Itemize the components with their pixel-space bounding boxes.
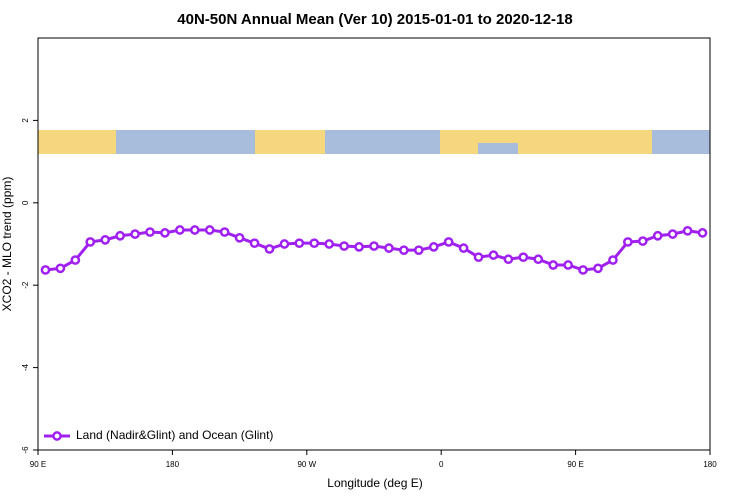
x-tick-label: 90 W bbox=[297, 460, 316, 469]
data-point bbox=[682, 225, 693, 236]
legend-label: Land (Nadir&Glint) and Ocean (Glint) bbox=[76, 428, 273, 442]
data-point bbox=[145, 227, 155, 237]
data-point bbox=[100, 235, 111, 245]
data-point bbox=[667, 229, 678, 239]
data-point bbox=[324, 239, 335, 249]
plot-frame bbox=[37, 37, 711, 451]
data-point bbox=[130, 229, 140, 239]
y-tick-label: 2 bbox=[21, 118, 30, 123]
data-point bbox=[384, 243, 394, 253]
data-point bbox=[697, 228, 708, 238]
data-point bbox=[458, 243, 469, 253]
data-point bbox=[204, 225, 215, 235]
data-point bbox=[160, 228, 170, 238]
data-point bbox=[234, 232, 245, 243]
data-point bbox=[55, 263, 66, 274]
x-tick-label: 90 E bbox=[567, 460, 583, 469]
data-point bbox=[563, 260, 573, 270]
data-point bbox=[369, 241, 379, 251]
data-point bbox=[623, 237, 633, 247]
data-point bbox=[354, 242, 364, 252]
data-point bbox=[115, 230, 125, 241]
data-point bbox=[70, 255, 81, 265]
x-tick-label: 90 E bbox=[30, 460, 46, 469]
data-point bbox=[518, 252, 529, 263]
data-point bbox=[608, 255, 618, 265]
y-tick-label: -6 bbox=[21, 446, 30, 454]
data-point bbox=[279, 239, 290, 249]
data-point bbox=[175, 225, 185, 235]
data-point bbox=[428, 242, 439, 252]
map-band bbox=[38, 130, 710, 154]
data-point bbox=[85, 237, 96, 247]
x-tick-label: 180 bbox=[166, 460, 180, 469]
y-tick-label: -2 bbox=[21, 281, 30, 289]
data-point bbox=[548, 260, 559, 270]
data-point bbox=[533, 254, 544, 265]
data-point bbox=[219, 227, 230, 237]
x-axis-label: Longitude (deg E) bbox=[327, 476, 422, 490]
x-tick-label: 0 bbox=[439, 460, 444, 469]
data-point bbox=[399, 245, 409, 256]
data-point bbox=[264, 244, 275, 254]
data-point bbox=[413, 245, 424, 256]
data-point bbox=[637, 236, 648, 246]
data-point bbox=[593, 263, 603, 274]
data-point bbox=[488, 250, 499, 260]
data-point bbox=[503, 254, 514, 265]
data-point bbox=[473, 252, 484, 263]
legend-marker bbox=[52, 431, 62, 441]
data-point bbox=[249, 238, 260, 249]
data-point bbox=[189, 225, 200, 235]
chart-title: 40N-50N Annual Mean (Ver 10) 2015-01-01 … bbox=[177, 11, 572, 28]
data-point bbox=[309, 238, 320, 249]
y-axis-label: XCO2 - MLO trend (ppm) bbox=[0, 177, 14, 312]
y-tick-label: 0 bbox=[21, 200, 30, 205]
y-tick-label: -4 bbox=[21, 363, 30, 371]
data-point bbox=[652, 230, 663, 241]
data-point bbox=[294, 238, 305, 249]
data-point bbox=[443, 237, 454, 247]
data-point bbox=[339, 241, 349, 251]
data-point bbox=[40, 265, 51, 275]
data-point bbox=[578, 265, 588, 275]
x-tick-label: 180 bbox=[703, 460, 717, 469]
